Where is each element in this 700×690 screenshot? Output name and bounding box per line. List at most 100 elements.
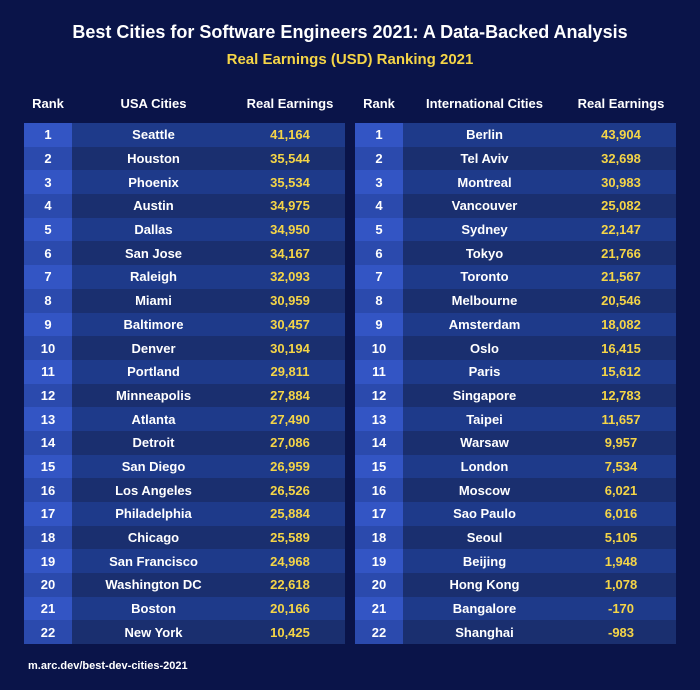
city-cell: Shanghai bbox=[403, 625, 566, 640]
usa-header-city: USA Cities bbox=[72, 96, 235, 111]
earnings-cell: 29,811 bbox=[235, 364, 345, 379]
infographic-container: Best Cities for Software Engineers 2021:… bbox=[0, 0, 700, 684]
city-cell: Tokyo bbox=[403, 246, 566, 261]
city-cell: Bangalore bbox=[403, 601, 566, 616]
earnings-cell: 32,093 bbox=[235, 269, 345, 284]
city-cell: Toronto bbox=[403, 269, 566, 284]
city-cell: Vancouver bbox=[403, 198, 566, 213]
table-row: 21Boston20,166 bbox=[24, 597, 345, 621]
earnings-cell: 26,526 bbox=[235, 483, 345, 498]
table-row: 4Austin34,975 bbox=[24, 194, 345, 218]
table-row: 15London7,534 bbox=[355, 455, 676, 479]
city-cell: Warsaw bbox=[403, 435, 566, 450]
rank-cell: 11 bbox=[24, 360, 72, 384]
earnings-cell: 30,457 bbox=[235, 317, 345, 332]
earnings-cell: 27,884 bbox=[235, 388, 345, 403]
earnings-cell: 20,546 bbox=[566, 293, 676, 308]
city-cell: Denver bbox=[72, 341, 235, 356]
city-cell: San Diego bbox=[72, 459, 235, 474]
earnings-cell: 30,959 bbox=[235, 293, 345, 308]
earnings-cell: 11,657 bbox=[566, 412, 676, 427]
rank-cell: 6 bbox=[355, 241, 403, 265]
earnings-cell: -983 bbox=[566, 625, 676, 640]
source-footer: m.arc.dev/best-dev-cities-2021 bbox=[24, 660, 676, 672]
city-cell: Philadelphia bbox=[72, 506, 235, 521]
earnings-cell: 15,612 bbox=[566, 364, 676, 379]
rank-cell: 5 bbox=[355, 218, 403, 242]
table-row: 3Phoenix35,534 bbox=[24, 170, 345, 194]
city-cell: San Jose bbox=[72, 246, 235, 261]
earnings-cell: 25,589 bbox=[235, 530, 345, 545]
rank-cell: 20 bbox=[24, 573, 72, 597]
city-cell: Hong Kong bbox=[403, 577, 566, 592]
intl-header-earn: Real Earnings bbox=[566, 96, 676, 111]
table-row: 1Seattle41,164 bbox=[24, 123, 345, 147]
rank-cell: 1 bbox=[355, 123, 403, 147]
earnings-cell: 26,959 bbox=[235, 459, 345, 474]
earnings-cell: 1,948 bbox=[566, 554, 676, 569]
earnings-cell: 5,105 bbox=[566, 530, 676, 545]
rank-cell: 17 bbox=[355, 502, 403, 526]
city-cell: Washington DC bbox=[72, 577, 235, 592]
city-cell: Moscow bbox=[403, 483, 566, 498]
earnings-cell: 18,082 bbox=[566, 317, 676, 332]
rank-cell: 18 bbox=[355, 526, 403, 550]
rank-cell: 1 bbox=[24, 123, 72, 147]
table-row: 10Oslo16,415 bbox=[355, 336, 676, 360]
table-row: 16Los Angeles26,526 bbox=[24, 478, 345, 502]
table-row: 2Houston35,544 bbox=[24, 147, 345, 171]
city-cell: Raleigh bbox=[72, 269, 235, 284]
city-cell: Amsterdam bbox=[403, 317, 566, 332]
rank-cell: 14 bbox=[355, 431, 403, 455]
rank-cell: 3 bbox=[355, 170, 403, 194]
usa-header-row: Rank USA Cities Real Earnings bbox=[24, 90, 345, 123]
table-row: 3Montreal30,983 bbox=[355, 170, 676, 194]
rank-cell: 6 bbox=[24, 241, 72, 265]
table-row: 6Tokyo21,766 bbox=[355, 241, 676, 265]
usa-table-body: 1Seattle41,1642Houston35,5443Phoenix35,5… bbox=[24, 123, 345, 644]
city-cell: Paris bbox=[403, 364, 566, 379]
city-cell: Melbourne bbox=[403, 293, 566, 308]
earnings-cell: 30,983 bbox=[566, 175, 676, 190]
table-row: 12Minneapolis27,884 bbox=[24, 384, 345, 408]
table-row: 16Moscow6,021 bbox=[355, 478, 676, 502]
earnings-cell: 35,544 bbox=[235, 151, 345, 166]
city-cell: Minneapolis bbox=[72, 388, 235, 403]
table-row: 1Berlin43,904 bbox=[355, 123, 676, 147]
earnings-cell: 7,534 bbox=[566, 459, 676, 474]
rank-cell: 12 bbox=[355, 384, 403, 408]
rank-cell: 4 bbox=[355, 194, 403, 218]
rank-cell: 17 bbox=[24, 502, 72, 526]
intl-header-rank: Rank bbox=[355, 96, 403, 111]
rank-cell: 8 bbox=[355, 289, 403, 313]
earnings-cell: 1,078 bbox=[566, 577, 676, 592]
city-cell: Taipei bbox=[403, 412, 566, 427]
table-row: 17Philadelphia25,884 bbox=[24, 502, 345, 526]
earnings-cell: 32,698 bbox=[566, 151, 676, 166]
earnings-cell: 6,021 bbox=[566, 483, 676, 498]
city-cell: Atlanta bbox=[72, 412, 235, 427]
table-row: 20Hong Kong1,078 bbox=[355, 573, 676, 597]
table-row: 5Sydney22,147 bbox=[355, 218, 676, 242]
rank-cell: 7 bbox=[24, 265, 72, 289]
table-row: 11Portland29,811 bbox=[24, 360, 345, 384]
earnings-cell: 41,164 bbox=[235, 127, 345, 142]
earnings-cell: 10,425 bbox=[235, 625, 345, 640]
earnings-cell: 25,884 bbox=[235, 506, 345, 521]
table-row: 12Singapore12,783 bbox=[355, 384, 676, 408]
rank-cell: 21 bbox=[355, 597, 403, 621]
subtitle: Real Earnings (USD) Ranking 2021 bbox=[24, 51, 676, 68]
city-cell: Detroit bbox=[72, 435, 235, 450]
city-cell: London bbox=[403, 459, 566, 474]
earnings-cell: 12,783 bbox=[566, 388, 676, 403]
main-title: Best Cities for Software Engineers 2021:… bbox=[24, 22, 676, 43]
table-row: 19Beijing1,948 bbox=[355, 549, 676, 573]
rank-cell: 19 bbox=[355, 549, 403, 573]
rank-cell: 9 bbox=[355, 313, 403, 337]
table-row: 21Bangalore-170 bbox=[355, 597, 676, 621]
city-cell: Dallas bbox=[72, 222, 235, 237]
rank-cell: 5 bbox=[24, 218, 72, 242]
city-cell: Oslo bbox=[403, 341, 566, 356]
rank-cell: 14 bbox=[24, 431, 72, 455]
city-cell: Sydney bbox=[403, 222, 566, 237]
